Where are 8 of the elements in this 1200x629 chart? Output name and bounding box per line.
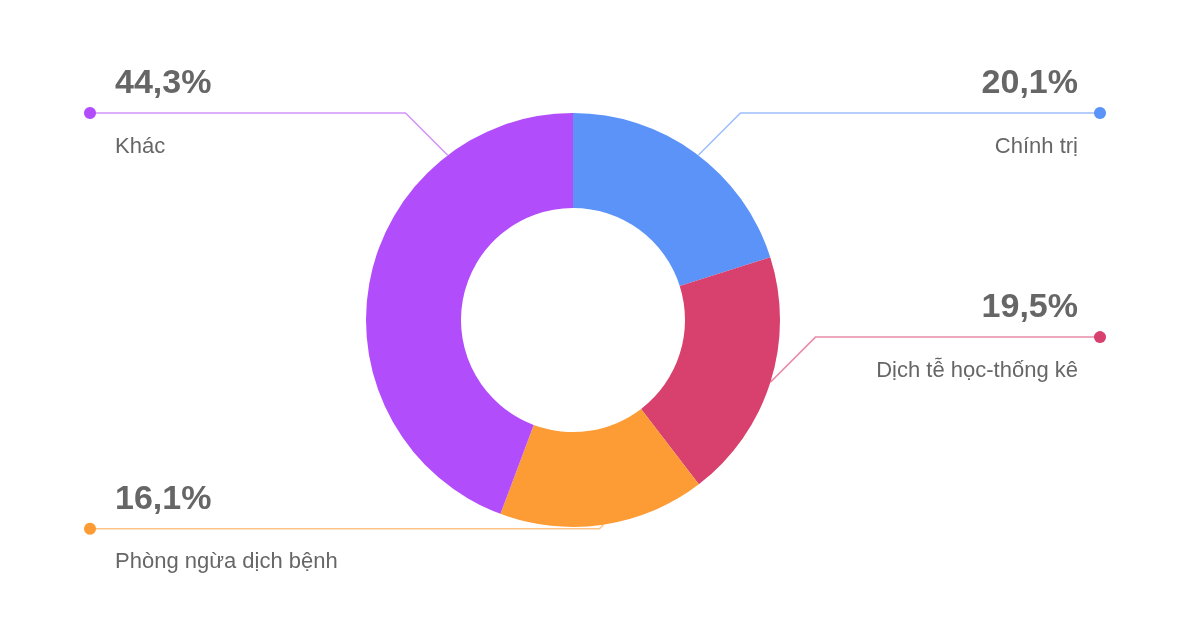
data-label: 19,5% [981,286,1078,325]
slice-label: Dịch tễ học-thống kê [876,356,1078,382]
data-label: 44,3% [115,62,212,100]
slice-label: Chính trị [994,132,1078,158]
slice-label: Phòng ngừa dịch bệnh [115,548,338,574]
data-label: 20,1% [981,62,1078,100]
slice-label: Khác [115,132,166,158]
data-label: 16,1% [115,477,212,516]
